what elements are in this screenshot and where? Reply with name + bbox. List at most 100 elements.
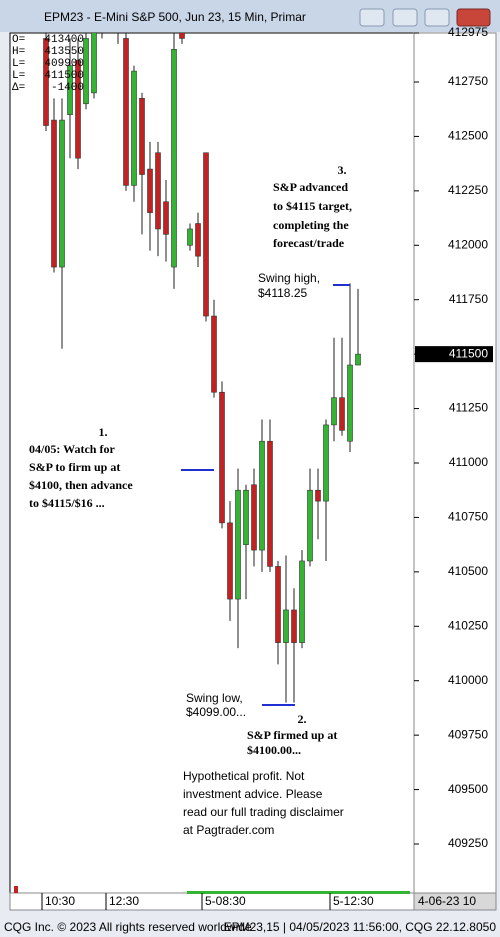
y-tick-label: 409250 <box>448 836 488 850</box>
session-marker <box>14 886 18 893</box>
candle-body <box>203 152 209 317</box>
ohlc-value: 413400 <box>44 34 84 46</box>
annotation: Swing low, <box>186 691 243 705</box>
footer-right: EPM23,15 | 04/05/2023 11:56:00, CQG 22.1… <box>224 920 497 934</box>
annotation: Swing high, <box>258 271 320 285</box>
ohlc-label: Δ= <box>12 82 25 94</box>
candle-body <box>163 201 169 235</box>
ohlc-value: -1400 <box>51 82 84 94</box>
y-tick-label: 410500 <box>448 564 488 578</box>
candle-body <box>275 566 281 643</box>
candle-body <box>259 440 265 551</box>
x-tick-label: 5-08:30 <box>205 894 246 908</box>
candle-body <box>235 489 241 600</box>
candle-body <box>67 65 73 115</box>
y-tick-label: 411750 <box>449 292 488 306</box>
date-label: 4-06-23 10 <box>418 894 476 908</box>
candle-body <box>315 489 321 502</box>
annotation-number: 1. <box>99 425 108 439</box>
candle-body <box>59 119 65 268</box>
disclaimer: at Pagtrader.com <box>183 823 274 837</box>
ohlc-box: O= 413400 H= 413550 L= 409900 L= 411500 Δ= -1400 <box>12 34 84 94</box>
candle-body <box>339 397 345 431</box>
link-button[interactable] <box>359 8 385 27</box>
candle-body <box>227 522 233 600</box>
minimize-button[interactable] <box>392 8 418 27</box>
candle-body <box>195 223 201 257</box>
candle-body <box>75 59 81 159</box>
candle-body <box>91 33 97 94</box>
candle-body <box>355 353 361 366</box>
candle-body <box>147 168 153 213</box>
y-tick-label: 411250 <box>449 401 488 415</box>
annotation: S&P firmed up at <box>247 728 337 742</box>
date-box <box>413 892 497 911</box>
annotation: S&P advanced <box>273 180 348 194</box>
y-tick-label: 410750 <box>448 510 488 524</box>
annotation-number: 3. <box>338 163 347 177</box>
disclaimer: investment advice. Please <box>183 787 323 801</box>
ohlc-label: H= <box>12 46 25 58</box>
candle-body <box>267 440 273 567</box>
ohlc-label: L= <box>12 70 25 82</box>
footer-left: CQG Inc. © 2023 All rights reserved worl… <box>4 920 252 934</box>
y-tick-label: 411000 <box>449 455 488 469</box>
disclaimer: read our full trading disclaimer <box>183 805 344 819</box>
y-tick-label: 412975 <box>448 25 488 39</box>
ohlc-value: 409900 <box>44 58 84 70</box>
candle-body <box>307 489 313 562</box>
y-tick-label: 412750 <box>448 74 488 88</box>
y-tick-label: 410250 <box>448 618 488 632</box>
candle-body <box>139 98 145 175</box>
annotation: to $4115/$16 ... <box>29 496 105 510</box>
x-tick-label: 10:30 <box>45 894 75 908</box>
candle-body <box>171 49 177 268</box>
last-price-box <box>415 346 493 363</box>
annotation: $4099.00... <box>186 705 246 719</box>
candle-body <box>211 315 217 393</box>
window-title: EPM23 - E-Mini S&P 500, Jun 23, 15 Min, … <box>44 10 306 24</box>
candle-body <box>179 33 185 39</box>
candle-body <box>243 489 249 545</box>
session-bar <box>187 891 410 894</box>
candles <box>43 33 361 703</box>
candle-body <box>251 484 257 551</box>
annotation: forecast/trade <box>273 236 345 250</box>
close-button[interactable] <box>456 8 491 27</box>
candle-body <box>123 38 129 186</box>
candle-body <box>155 152 161 230</box>
ohlc-value: 411500 <box>44 70 84 82</box>
x-tick-label: 12:30 <box>109 894 139 908</box>
annotation-number: 2. <box>298 712 307 726</box>
candle-body <box>131 70 137 186</box>
maximize-button[interactable] <box>424 8 450 27</box>
annotation: $4100.00... <box>247 743 301 757</box>
y-tick-label: 412500 <box>448 129 488 143</box>
y-tick-label: 410000 <box>448 673 488 687</box>
annotation: S&P to firm up at <box>29 460 120 474</box>
candle-body <box>347 364 353 442</box>
y-tick-label: 412250 <box>448 183 488 197</box>
candle-body <box>291 609 297 643</box>
annotation: 04/05: Watch for <box>29 442 115 456</box>
candle-body <box>331 397 337 426</box>
x-tick-label: 5-12:30 <box>333 894 374 908</box>
candle-body <box>299 560 305 643</box>
candle-body <box>83 38 89 105</box>
plot-area <box>9 32 415 894</box>
y-tick-label: 411500 <box>449 346 488 360</box>
candle-body <box>187 228 193 246</box>
candle-body <box>43 38 49 126</box>
price-axis <box>413 32 497 894</box>
candle-body <box>323 424 329 502</box>
annotation: completing the <box>273 218 349 232</box>
candle-body <box>219 391 225 524</box>
ohlc-label: L= <box>12 58 25 70</box>
y-tick-label: 409750 <box>448 727 488 741</box>
y-tick-label: 412000 <box>448 237 488 251</box>
annotation: $4118.25 <box>258 286 307 300</box>
ohlc-label: O= <box>12 34 25 46</box>
disclaimer: Hypothetical profit. Not <box>183 769 305 783</box>
